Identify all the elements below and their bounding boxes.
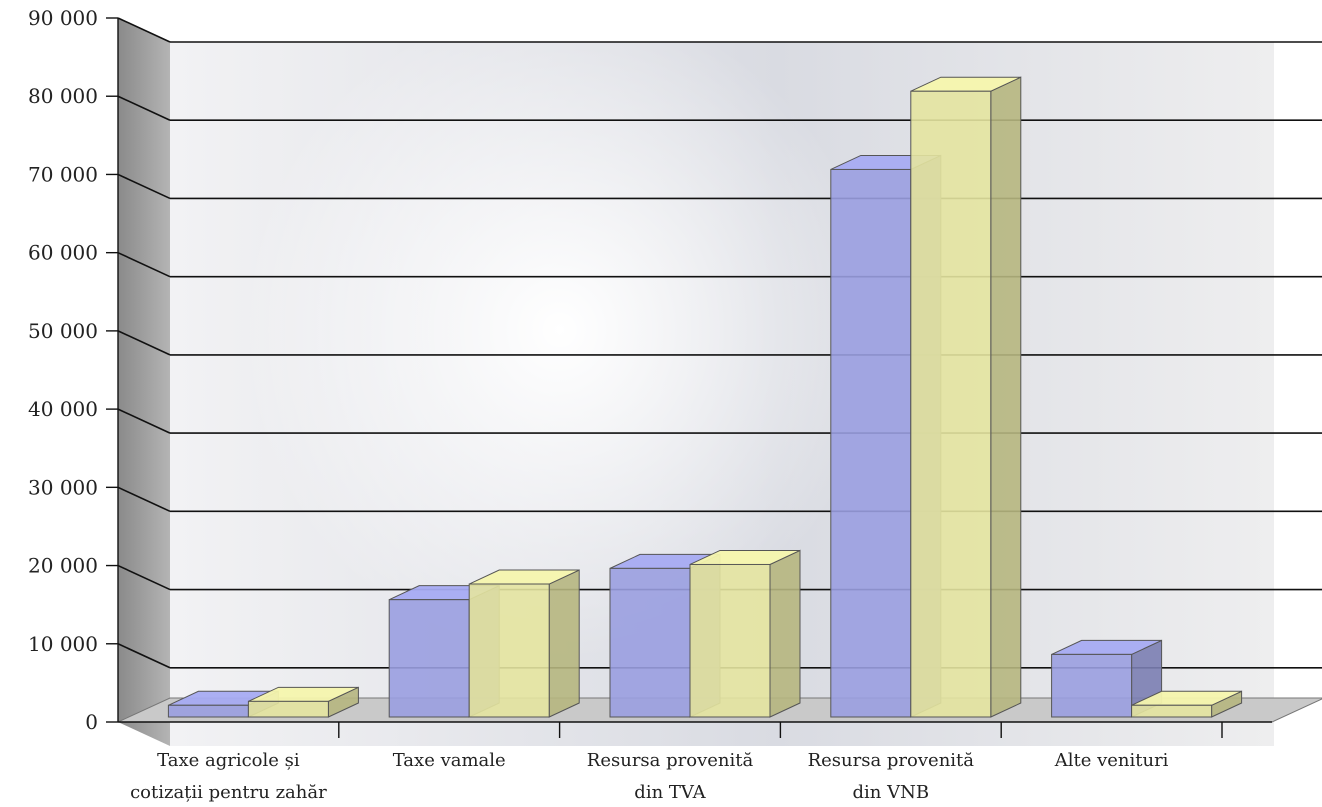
bar xyxy=(689,563,771,718)
y-tick-label: 10 000 xyxy=(28,632,98,656)
bars-group xyxy=(167,76,1243,718)
bar xyxy=(830,168,912,718)
bar xyxy=(910,90,992,718)
bar-side xyxy=(990,76,1022,718)
bar xyxy=(167,704,249,718)
bar-side xyxy=(769,549,801,718)
y-tick-label: 30 000 xyxy=(28,475,98,499)
x-tick-label: Alte venituri xyxy=(1054,750,1169,771)
x-axis: Taxe agricole și cotizații pentru zahăr Ta… xyxy=(118,721,1272,803)
y-tick-label: 0 xyxy=(85,710,98,734)
bar xyxy=(247,700,329,718)
gridline-diagonal xyxy=(117,251,171,278)
bar-side xyxy=(548,569,580,718)
gridline-diagonal xyxy=(117,643,171,669)
bar xyxy=(468,583,550,718)
side-wall xyxy=(118,18,170,746)
x-tick-label: Resursa provenită xyxy=(808,750,975,771)
gridline-diagonal xyxy=(117,330,171,356)
bar xyxy=(388,599,470,718)
y-tick-label: 20 000 xyxy=(28,554,98,578)
bar xyxy=(1131,704,1213,718)
gridline-diagonal xyxy=(117,95,171,121)
y-tick-label: 90 000 xyxy=(28,6,98,30)
back-wall-glow xyxy=(240,0,880,660)
chart-walls xyxy=(117,0,1322,746)
y-tick-label: 80 000 xyxy=(28,84,98,108)
y-tick-label: 70 000 xyxy=(28,162,98,186)
y-axis: 0 10 000 20 000 30 000 40 000 50 000 60 000 70 … xyxy=(28,6,119,734)
x-tick-label: din VNB xyxy=(853,782,930,803)
x-tick-label: Taxe agricole și xyxy=(157,750,300,771)
y-tick-label: 50 000 xyxy=(28,319,98,343)
x-tick-label: din TVA xyxy=(634,782,706,803)
y-tick-label: 60 000 xyxy=(28,241,98,265)
bar xyxy=(1051,653,1133,718)
y-tick-label: 40 000 xyxy=(28,397,98,421)
x-tick-label: cotizații pentru zahăr xyxy=(130,782,327,803)
x-tick-label: Taxe vamale xyxy=(393,750,506,771)
gridline-diagonal xyxy=(117,408,171,434)
x-tick-label: Resursa provenită xyxy=(587,750,754,771)
gridline-diagonal xyxy=(117,486,171,513)
gridline-diagonal xyxy=(117,173,171,200)
gridline-diagonal xyxy=(117,17,171,43)
gridline-diagonal xyxy=(117,564,171,591)
bar xyxy=(609,567,691,718)
